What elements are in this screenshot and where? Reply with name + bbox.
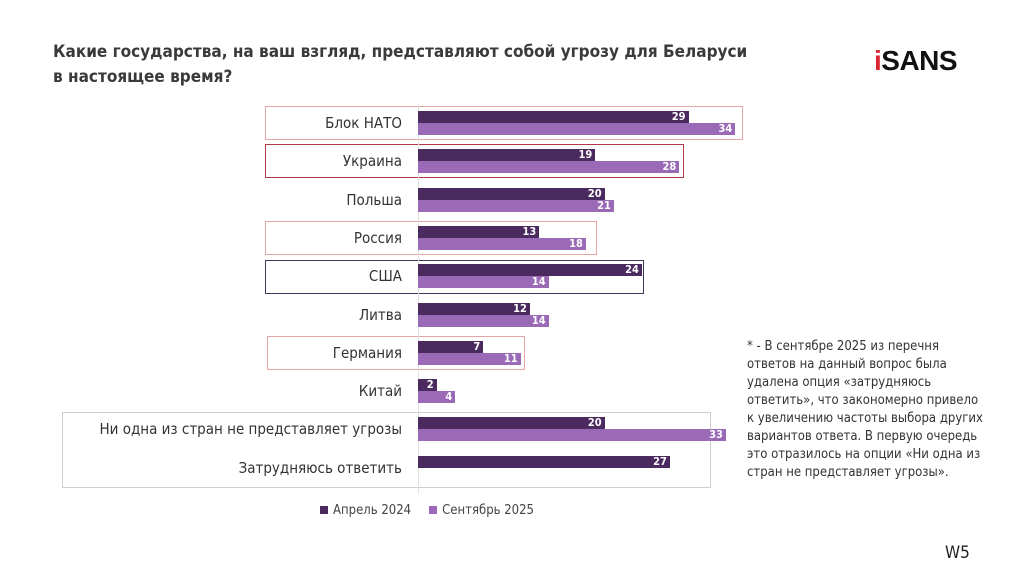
page-number: W5: [945, 543, 970, 563]
highlight-box-germany: [267, 336, 525, 370]
data-label: 13: [522, 224, 537, 238]
data-label: 27: [653, 454, 667, 468]
bar-april-2024: 7: [418, 339, 484, 353]
legend-swatch-sept: [429, 506, 438, 514]
data-label: 14: [531, 313, 546, 327]
category-label: Польша: [346, 190, 402, 209]
data-label: 14: [531, 275, 546, 289]
highlight-box-none-difficult: [62, 412, 711, 488]
legend: Апрель 2024 Сентябрь 2025: [320, 503, 534, 518]
category-label: Литва: [358, 305, 402, 324]
category-label: Ни одна из стран не представляет угрозы: [99, 420, 403, 439]
data-label: 29: [671, 110, 686, 123]
data-label: 28: [662, 160, 677, 174]
category-label: Германия: [332, 343, 402, 362]
highlight-box-ukraine: [265, 144, 684, 178]
data-label: 12: [513, 301, 527, 315]
data-label: 34: [718, 122, 733, 135]
bar-april-2024: 20: [418, 416, 605, 430]
data-label: 33: [709, 428, 723, 442]
data-label: 11: [503, 351, 518, 365]
data-label: 21: [597, 198, 611, 212]
bar-april-2024: 20: [418, 186, 605, 200]
highlight-box-usa: [265, 260, 644, 294]
bar-sept-2025: 33: [418, 428, 726, 442]
highlight-box-russia: [265, 221, 597, 255]
category-label: Украина: [342, 152, 402, 171]
category-label: Россия: [353, 228, 402, 247]
data-label: 2: [426, 378, 434, 392]
category-label: США: [368, 267, 402, 286]
data-label: 20: [587, 186, 602, 200]
category-label: Китай: [358, 382, 402, 401]
legend-swatch-april: [320, 506, 328, 514]
bar-sept-2025: 14: [418, 275, 549, 289]
bar-april-2024: 12: [418, 301, 530, 315]
bar-sept-2025: 14: [418, 313, 549, 327]
category-label: Затрудняюсь ответить: [238, 458, 402, 477]
footnote: * - В сентябре 2025 из перечня ответов н…: [747, 339, 983, 480]
chart-axis: [418, 104, 419, 494]
bar-april-2024: 2: [418, 378, 437, 392]
bar-sept-2025: 34: [418, 122, 736, 135]
data-label: 18: [569, 236, 583, 250]
bar-april-2024: 13: [418, 224, 540, 238]
isans-logo: iSANS: [874, 45, 958, 76]
bar-sept-2025: 4: [418, 390, 456, 404]
data-label: 20: [587, 416, 602, 430]
bar-april-2024: 19: [418, 148, 596, 162]
data-label: 4: [445, 390, 453, 404]
legend-item-sept: Сентябрь 2025: [429, 503, 534, 518]
category-label: Блок НАТО: [325, 114, 402, 132]
bar-april-2024: 27: [418, 454, 670, 468]
bar-sept-2025: 28: [418, 160, 680, 174]
bar-april-2024: 29: [418, 111, 689, 123]
data-label: 19: [578, 148, 593, 162]
highlight-box-nato: [265, 106, 743, 140]
data-label: 7: [473, 339, 481, 353]
bar-sept-2025: 11: [418, 351, 521, 365]
bar-sept-2025: 18: [418, 236, 586, 250]
legend-item-april: Апрель 2024: [320, 503, 411, 518]
bar-sept-2025: 21: [418, 198, 614, 212]
chart-title: Какие государства, на ваш взгляд, предст…: [53, 42, 748, 87]
bar-april-2024: 24: [418, 263, 642, 277]
data-label: 24: [625, 263, 639, 277]
